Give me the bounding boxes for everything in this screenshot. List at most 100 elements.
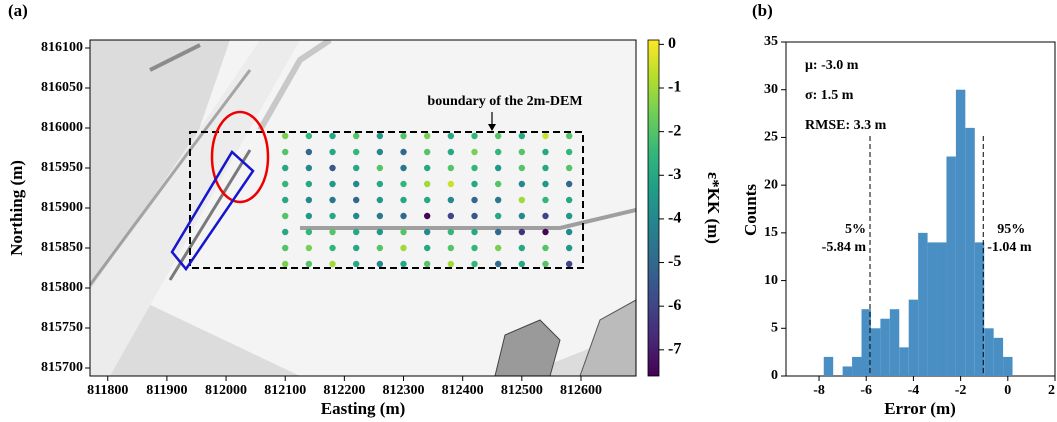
point xyxy=(447,196,455,204)
bar xyxy=(974,242,985,376)
point xyxy=(423,244,431,252)
point xyxy=(518,260,526,268)
x-tick-label: 0 xyxy=(1004,383,1011,398)
point xyxy=(542,228,549,236)
point xyxy=(305,260,313,268)
dem-boundary xyxy=(189,131,584,269)
point xyxy=(305,244,313,252)
colorbar-tick-label: -5 xyxy=(668,253,681,270)
percentile-label: 95% xyxy=(997,222,1025,237)
colorbar-label: ε*KK (m) xyxy=(704,172,723,244)
point xyxy=(565,180,573,188)
point xyxy=(518,148,526,156)
colorbar-tick-label: -4 xyxy=(668,210,681,227)
point xyxy=(471,260,478,268)
bar xyxy=(842,366,853,376)
y-tick-label: 816050 xyxy=(41,80,83,95)
point xyxy=(329,260,336,268)
highlight-ellipse xyxy=(210,110,270,204)
point xyxy=(494,244,502,252)
point xyxy=(565,228,573,236)
annotation: boundary of the 2m-DEM xyxy=(427,94,582,109)
point xyxy=(376,180,384,188)
point xyxy=(400,228,407,236)
point xyxy=(376,260,384,268)
point xyxy=(542,180,549,188)
point xyxy=(376,212,384,220)
x-tick-label: 812200 xyxy=(323,383,365,398)
x-tick-label: -6 xyxy=(860,383,872,398)
point xyxy=(400,196,407,204)
point xyxy=(305,212,313,220)
point xyxy=(471,196,478,204)
point xyxy=(305,180,313,188)
point xyxy=(282,228,289,236)
y-tick-label: 10 xyxy=(764,273,778,288)
bar xyxy=(861,309,871,376)
point xyxy=(423,212,431,220)
x-tick-label: 812000 xyxy=(205,383,247,398)
point xyxy=(352,228,360,236)
bar xyxy=(946,156,956,376)
point xyxy=(447,228,455,236)
y-tick-label: 0 xyxy=(771,368,778,383)
point xyxy=(329,148,336,156)
point xyxy=(518,228,526,236)
bar xyxy=(889,309,900,376)
point xyxy=(329,196,336,204)
point xyxy=(518,180,526,188)
point xyxy=(542,164,549,172)
point xyxy=(518,212,526,220)
point xyxy=(352,132,360,140)
point xyxy=(282,180,289,188)
point xyxy=(329,212,336,220)
point xyxy=(518,132,526,140)
point xyxy=(471,180,478,188)
point xyxy=(471,164,478,172)
point xyxy=(400,260,407,268)
point xyxy=(494,180,502,188)
stat-label: σ: 1.5 m xyxy=(805,88,854,103)
point xyxy=(447,148,455,156)
bar xyxy=(984,328,994,376)
point xyxy=(494,132,502,140)
x-tick-label: 2 xyxy=(1048,383,1055,398)
point xyxy=(447,212,455,220)
stat-label: RMSE: 3.3 m xyxy=(805,118,887,133)
point xyxy=(376,132,384,140)
point xyxy=(542,244,549,252)
point xyxy=(400,148,407,156)
point xyxy=(282,260,289,268)
point xyxy=(494,148,502,156)
point xyxy=(329,132,336,140)
bar xyxy=(993,337,1004,376)
x-tick-label: 812100 xyxy=(264,383,306,398)
point xyxy=(400,212,407,220)
point xyxy=(352,148,360,156)
x-tick-label: 812600 xyxy=(560,383,602,398)
bar xyxy=(870,328,881,376)
point xyxy=(352,260,360,268)
stat-label: μ: -3.0 m xyxy=(805,58,859,73)
point xyxy=(471,148,478,156)
point xyxy=(376,228,384,236)
x-tick-label: 812300 xyxy=(383,383,425,398)
colorbar-tick-label: 0 xyxy=(668,35,676,52)
point xyxy=(518,196,526,204)
colorbar-tick-label: -6 xyxy=(668,297,681,314)
point xyxy=(329,244,336,252)
y-tick-label: 25 xyxy=(764,130,778,145)
point xyxy=(352,180,360,188)
colorbar-tick-label: -3 xyxy=(668,166,681,183)
point xyxy=(565,244,573,252)
bar xyxy=(852,356,862,376)
y-axis-label: Northing (m) xyxy=(7,160,26,256)
point xyxy=(305,196,313,204)
point xyxy=(447,164,455,172)
x-tick-label: 811800 xyxy=(87,383,128,398)
point xyxy=(565,212,573,220)
y-tick-label: 15 xyxy=(764,225,778,240)
point xyxy=(565,196,573,204)
point xyxy=(447,260,455,268)
point xyxy=(447,244,455,252)
